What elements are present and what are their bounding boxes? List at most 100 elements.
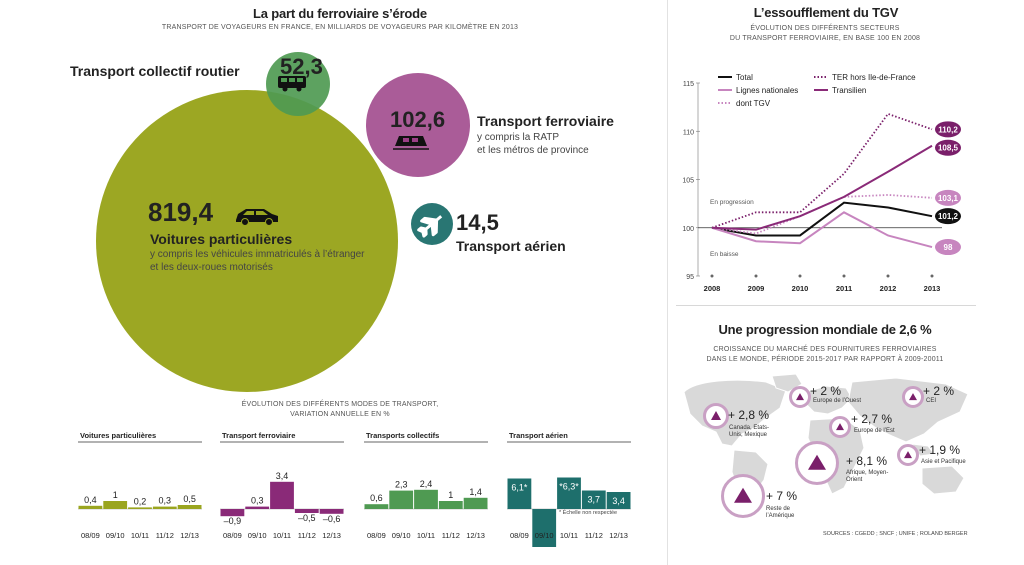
- region-name: Europe de l’Ouest: [813, 398, 862, 404]
- aerien-value: 14,5: [456, 210, 499, 235]
- region-name: Afrique, Moyen-Orient: [846, 470, 889, 483]
- y-tick-label: 95: [686, 274, 694, 281]
- mini-bar: [152, 506, 177, 509]
- legend-label: Transilien: [832, 86, 866, 95]
- bubble-ferroviaire: [366, 73, 470, 177]
- x-tick: [710, 274, 714, 278]
- mini-bar-label: 1: [448, 490, 453, 500]
- mini-tick-label: 12/13: [609, 531, 628, 540]
- tgv-subtitle2: du transport ferroviaire, en base 100 en…: [729, 35, 921, 42]
- column-divider: [667, 0, 668, 565]
- mini-title-voitures: Voitures particulières: [80, 431, 157, 440]
- series-line: [711, 211, 933, 249]
- mini-tick-label: 10/11: [560, 531, 578, 540]
- region-marker: [789, 386, 811, 408]
- voitures-label: Voitures particulières: [150, 231, 293, 247]
- arrow-up-icon: [711, 411, 721, 421]
- end-value-badge: [935, 239, 961, 256]
- mini-tick-label: 12/13: [466, 531, 485, 540]
- main-subtitle: Transport de voyageurs en France, en mil…: [161, 24, 519, 31]
- mini-tick-label: 12/13: [180, 531, 199, 540]
- x-tick: [930, 274, 934, 278]
- mini-bar: [319, 509, 344, 514]
- main-title: La part du ferroviaire s’érode: [253, 6, 427, 21]
- routier-value: 52,3: [280, 54, 323, 79]
- bubble-chart: [96, 52, 470, 392]
- y-tick-label: 115: [683, 81, 694, 88]
- mini-bar-label: *6,3*: [559, 482, 579, 492]
- mini-bar: [294, 509, 319, 513]
- scale-note: * Échelle non respectée: [559, 510, 618, 516]
- world-subtitle2: dans le monde, période 2015-2017 par rap…: [706, 356, 944, 363]
- mini-bar: [581, 490, 606, 509]
- mini-bar-label: 2,4: [420, 479, 433, 489]
- legend-label: Total: [736, 73, 753, 82]
- mini-tick-label: 08/09: [81, 531, 100, 540]
- mini-bar: [128, 507, 152, 509]
- end-value-badge: [935, 189, 961, 206]
- region-name: Europe de l’Est: [854, 428, 895, 434]
- mini-title-ferroviaire: Transport ferroviaire: [222, 431, 296, 440]
- mini-bar-label: 0,5: [183, 494, 196, 504]
- x-tick-label: 2008: [704, 284, 721, 293]
- mini-bar-label: 3,4: [276, 471, 289, 481]
- routier-label: Transport collectif routier: [70, 63, 240, 79]
- mini-bar: [606, 492, 631, 509]
- region-name: Asie et Pacifique: [921, 459, 966, 465]
- legend-label: Lignes nationales: [736, 86, 798, 95]
- mini-bar-label: 2,3: [395, 480, 408, 490]
- label-down: En baisse: [710, 251, 739, 258]
- region-name: Reste de l’Amérique: [766, 506, 795, 519]
- mini-bar-label: 6,1*: [511, 483, 528, 493]
- ferroviaire-sub1: y compris la RATP: [477, 132, 560, 143]
- map-asia: [847, 377, 969, 443]
- aerien-label: Transport aérien: [456, 238, 566, 254]
- map-europe: [805, 385, 853, 415]
- series-line: [711, 201, 933, 237]
- region-marker: [721, 474, 765, 518]
- legend-label: dont TGV: [736, 99, 771, 108]
- x-tick-label: 2013: [924, 284, 941, 293]
- voitures-value: 819,4: [148, 197, 214, 227]
- mini-bar: [557, 477, 581, 509]
- label-up: En progression: [710, 199, 754, 206]
- mini-bar-label: 0,3: [251, 496, 264, 506]
- mini-tick-label: 11/12: [442, 531, 460, 540]
- mini-tick-label: 08/09: [510, 531, 529, 540]
- mini-bar-charts: 0,4 08/09 1 09/10 0,2 10/11 0,3 11/12 0,5 12/13 –0…: [78, 441, 631, 548]
- mini-bar-label: 0,3: [159, 496, 172, 506]
- mini-bar-label: –0,6: [323, 514, 341, 524]
- tgv-title: L’essoufflement du TGV: [753, 5, 899, 20]
- y-tick-label: 110: [683, 129, 694, 136]
- x-tick: [842, 274, 846, 278]
- y-tick-label: 105: [682, 178, 694, 185]
- end-value-badge: [935, 139, 961, 156]
- mini-bar: [389, 490, 414, 509]
- mini-tick-label: 09/10: [106, 531, 125, 540]
- ferroviaire-label: Transport ferroviaire: [477, 113, 614, 129]
- mini-bar-label: 0,6: [370, 493, 383, 503]
- mini-bar: [78, 505, 103, 509]
- region-name: CEI: [926, 398, 937, 404]
- voitures-sub2: et les deux-roues motorisés: [150, 262, 273, 273]
- mini-bar: [103, 501, 128, 509]
- mini-tick-label: 11/12: [585, 531, 603, 540]
- end-value-label: 101,2: [938, 212, 959, 221]
- region-value: + 7 %: [766, 489, 798, 503]
- arrow-up-icon: [734, 487, 752, 503]
- mini-bar-label: 0,2: [134, 496, 147, 506]
- mini-bar-label: 3,7: [588, 495, 601, 505]
- region-value: + 2,7 %: [851, 412, 893, 426]
- mini-bar: [364, 504, 389, 509]
- mini-bar: [438, 501, 463, 509]
- x-tick: [754, 274, 758, 278]
- sources: Sources : CGEDD ; SNCF ; UNIFE ; Roland …: [823, 531, 968, 537]
- legend-label: TER hors Ile-de-France: [832, 73, 916, 82]
- region-value: + 2 %: [810, 384, 842, 398]
- arrow-up-icon: [904, 451, 912, 459]
- x-tick: [886, 274, 890, 278]
- end-value-label: 103,1: [938, 194, 959, 203]
- x-tick: [798, 274, 802, 278]
- mini-bar: [463, 497, 488, 509]
- end-value-badge: [935, 121, 961, 138]
